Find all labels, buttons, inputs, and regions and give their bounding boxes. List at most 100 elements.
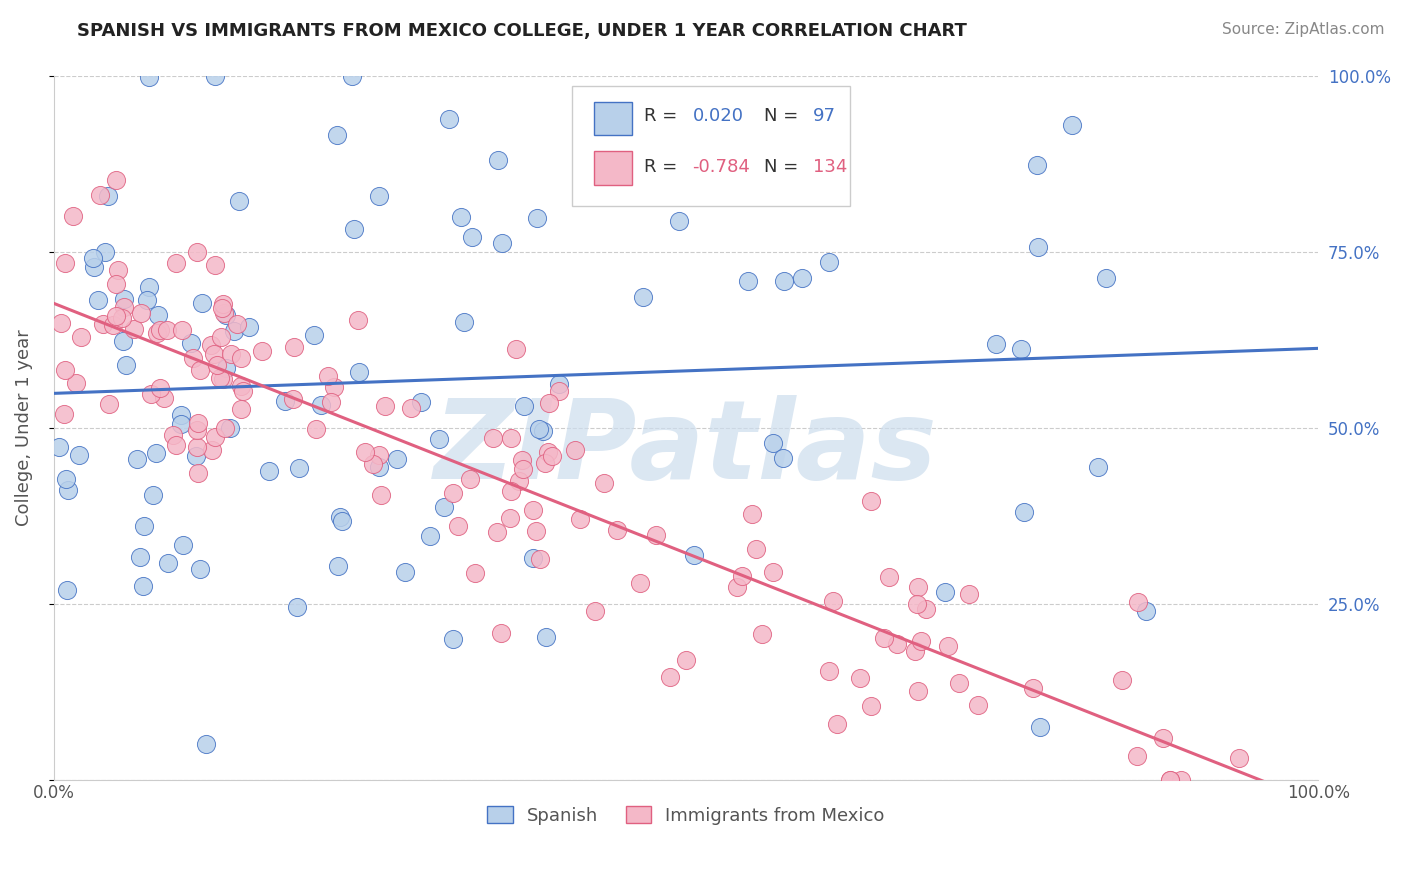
Point bbox=[394, 565, 416, 579]
Point bbox=[631, 290, 654, 304]
Point bbox=[188, 363, 211, 377]
Point bbox=[592, 475, 614, 490]
Point bbox=[274, 393, 297, 408]
Point bbox=[229, 402, 252, 417]
Point bbox=[67, 448, 90, 462]
Point bbox=[486, 153, 509, 168]
Point bbox=[212, 297, 235, 311]
Point bbox=[751, 626, 773, 640]
Point bbox=[370, 488, 392, 502]
Point bbox=[1021, 681, 1043, 696]
Point bbox=[53, 256, 76, 270]
Point bbox=[541, 449, 564, 463]
Point bbox=[172, 323, 194, 337]
Point bbox=[461, 230, 484, 244]
Point bbox=[145, 446, 167, 460]
Point bbox=[537, 396, 560, 410]
Point bbox=[741, 507, 763, 521]
Point bbox=[204, 258, 226, 272]
Point bbox=[204, 430, 226, 444]
Point bbox=[441, 486, 464, 500]
Point bbox=[727, 580, 749, 594]
Point bbox=[353, 445, 375, 459]
Point bbox=[321, 395, 343, 409]
Point bbox=[491, 236, 513, 251]
Point bbox=[783, 184, 806, 198]
Point bbox=[91, 318, 114, 332]
Point bbox=[112, 334, 135, 348]
Point bbox=[877, 570, 900, 584]
Point bbox=[238, 320, 260, 334]
Point bbox=[56, 583, 79, 598]
Point bbox=[529, 551, 551, 566]
Point bbox=[70, 330, 93, 344]
Point bbox=[904, 644, 927, 658]
Point bbox=[513, 400, 536, 414]
Point bbox=[485, 524, 508, 539]
Point bbox=[228, 194, 250, 208]
Point bbox=[1111, 673, 1133, 687]
Point bbox=[737, 274, 759, 288]
Point bbox=[349, 364, 371, 378]
Point bbox=[115, 358, 138, 372]
Point bbox=[214, 421, 236, 435]
Point bbox=[105, 309, 128, 323]
Point bbox=[675, 653, 697, 667]
Point bbox=[1126, 749, 1149, 764]
Point bbox=[433, 500, 456, 514]
Point bbox=[141, 386, 163, 401]
Point bbox=[499, 483, 522, 498]
Point bbox=[212, 306, 235, 320]
Point bbox=[450, 210, 472, 224]
Point bbox=[302, 328, 325, 343]
Point bbox=[48, 441, 70, 455]
Point bbox=[125, 452, 148, 467]
Point bbox=[773, 274, 796, 288]
Point bbox=[62, 210, 84, 224]
Point bbox=[368, 448, 391, 462]
Point bbox=[111, 310, 134, 325]
Point bbox=[821, 594, 844, 608]
Point bbox=[860, 698, 883, 713]
Point bbox=[145, 326, 167, 341]
Point bbox=[849, 671, 872, 685]
Point bbox=[186, 441, 208, 455]
Point bbox=[489, 626, 512, 640]
Point bbox=[536, 631, 558, 645]
Point bbox=[156, 556, 179, 570]
Point bbox=[464, 566, 486, 580]
FancyBboxPatch shape bbox=[572, 87, 851, 206]
Point bbox=[522, 550, 544, 565]
Point bbox=[762, 436, 785, 450]
Point bbox=[94, 244, 117, 259]
Point bbox=[53, 363, 76, 377]
Point bbox=[65, 376, 87, 390]
Point bbox=[153, 391, 176, 405]
Point bbox=[135, 293, 157, 307]
Point bbox=[187, 467, 209, 481]
Text: 134: 134 bbox=[813, 158, 846, 176]
Text: SPANISH VS IMMIGRANTS FROM MEXICO COLLEGE, UNDER 1 YEAR CORRELATION CHART: SPANISH VS IMMIGRANTS FROM MEXICO COLLEG… bbox=[77, 22, 967, 40]
Point bbox=[427, 432, 450, 446]
Point bbox=[682, 548, 704, 562]
Point bbox=[211, 301, 233, 315]
Text: Source: ZipAtlas.com: Source: ZipAtlas.com bbox=[1222, 22, 1385, 37]
Point bbox=[330, 514, 353, 528]
Point bbox=[231, 351, 253, 366]
Point bbox=[361, 457, 384, 471]
Point bbox=[547, 377, 569, 392]
Point bbox=[367, 459, 389, 474]
Point bbox=[97, 189, 120, 203]
Point bbox=[790, 271, 813, 285]
Point bbox=[343, 221, 366, 235]
Point bbox=[222, 324, 245, 338]
Point bbox=[1159, 772, 1181, 787]
Point bbox=[536, 445, 558, 459]
Point bbox=[772, 450, 794, 465]
Point bbox=[915, 601, 938, 615]
Point bbox=[827, 716, 849, 731]
Point bbox=[948, 676, 970, 690]
Point bbox=[1152, 731, 1174, 745]
Point bbox=[439, 112, 461, 126]
Point bbox=[374, 399, 396, 413]
